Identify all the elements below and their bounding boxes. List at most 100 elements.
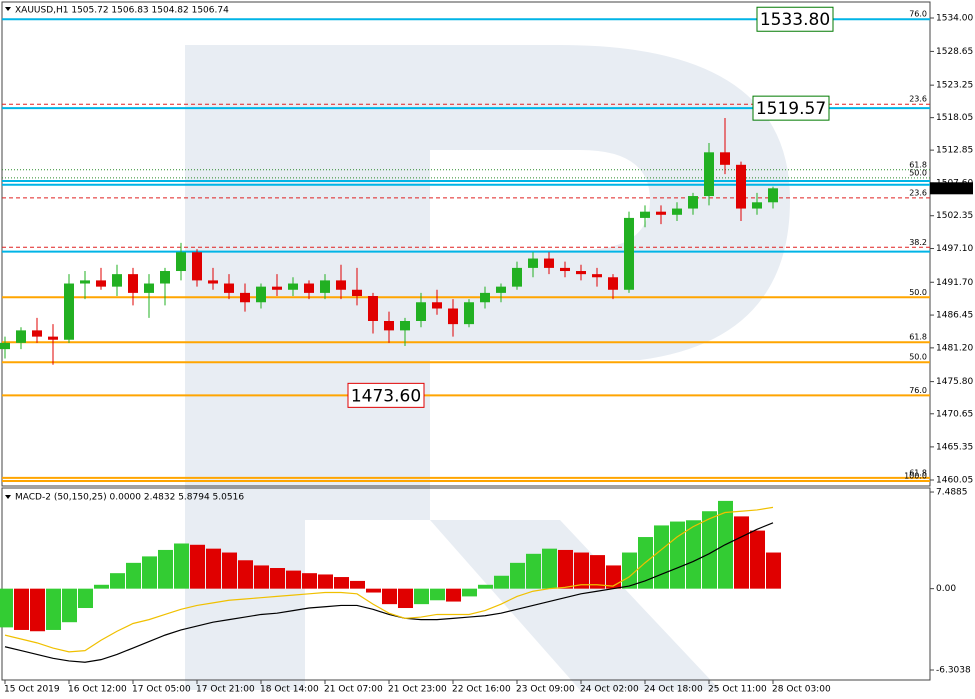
y-tick-label: 1528.65	[936, 47, 973, 57]
macd-bar	[574, 552, 589, 589]
candle-body	[336, 280, 346, 290]
fib-label: 61.8	[909, 160, 927, 169]
macd-bar	[478, 584, 493, 589]
y-tick-label: 1534.00	[936, 13, 973, 23]
candle-body	[352, 289, 362, 297]
macd-bar	[510, 562, 525, 589]
y-tick-label: 1470.65	[936, 409, 973, 419]
menu-arrow	[5, 7, 11, 11]
macd-bar	[702, 511, 717, 589]
macd-bar	[654, 525, 669, 589]
candle-body	[160, 271, 170, 284]
candle-body	[768, 188, 778, 203]
fib-label: 100.0	[904, 471, 927, 480]
x-tick-label: 24 Oct 02:00	[580, 685, 639, 695]
y-tick-label: 1512.85	[936, 146, 973, 156]
macd-bar	[318, 574, 333, 589]
macd-bar	[286, 570, 301, 589]
macd-bar	[542, 548, 557, 589]
candle-body	[640, 211, 650, 218]
candle-body	[96, 280, 106, 287]
fib-label: 50.0	[909, 288, 927, 297]
candle-body	[528, 258, 538, 268]
macd-bar	[446, 588, 461, 602]
candle-body	[592, 274, 602, 278]
candle-body	[272, 286, 282, 290]
macd-bar	[734, 516, 749, 589]
y-tick-label: 0.00	[936, 584, 956, 594]
macd-bar	[270, 568, 285, 589]
candle-body	[144, 283, 154, 293]
fib-label: 23.6	[909, 188, 927, 197]
x-tick-label: 21 Oct 07:00	[324, 685, 383, 695]
y-tick-label: 1481.20	[936, 343, 973, 353]
candle-body	[544, 258, 554, 268]
y-tick-label: 1465.35	[936, 442, 973, 452]
candle-body	[384, 321, 394, 331]
macd-bar	[14, 588, 29, 630]
y-tick-label: 1523.25	[936, 81, 973, 91]
y-tick-label: 1491.70	[936, 278, 973, 288]
macd-bar	[254, 565, 269, 589]
y-tick-label: -6.3038	[936, 666, 971, 676]
x-tick-label: 18 Oct 14:00	[260, 685, 319, 695]
macd-bar	[622, 552, 637, 589]
candle-body	[512, 267, 522, 287]
macd-bar	[222, 552, 237, 589]
candle-body	[240, 292, 250, 303]
chart-title: XAUUSD,H1 1505.72 1506.83 1504.82 1506.7…	[15, 6, 229, 16]
candle-body	[128, 274, 138, 293]
candle-body	[608, 277, 618, 290]
macd-bar	[30, 588, 45, 632]
macd-bar	[78, 588, 93, 609]
price-tag: 1473.60	[351, 386, 421, 406]
fib-label: 50.0	[909, 168, 927, 177]
candle-body	[752, 202, 762, 209]
candle-body	[288, 283, 298, 290]
indicator-title: MACD-2 (50,150,25) 0.0000 2.4832 5.8794 …	[15, 493, 244, 503]
candle-body	[256, 286, 266, 303]
candle-body	[464, 302, 474, 325]
macd-line	[4, 506, 774, 653]
macd-bar	[190, 544, 205, 589]
y-tick-label: 1502.35	[936, 211, 973, 221]
candle-body	[688, 196, 698, 209]
macd-bar	[0, 588, 13, 628]
candle-body	[304, 283, 314, 293]
macd-bar	[750, 530, 765, 589]
macd-frame	[1, 487, 931, 681]
candle-body	[208, 280, 218, 284]
price-tag-box	[347, 382, 425, 408]
candle-body	[416, 302, 426, 322]
y-tick-label: 1497.10	[936, 244, 973, 254]
macd-bar	[142, 556, 157, 589]
candle-body	[704, 152, 714, 197]
macd-bar	[670, 521, 685, 589]
fib-label: 23.6	[909, 95, 927, 104]
last-price: 1506.74	[933, 184, 970, 194]
fib-label: 50.0	[909, 353, 927, 362]
candle-body	[672, 208, 682, 215]
candle-body	[320, 280, 330, 293]
candle-body	[176, 252, 186, 272]
candle-body	[16, 330, 26, 343]
fib-label: 38.2	[909, 238, 927, 247]
candle-body	[224, 283, 234, 293]
y-tick-label: 1475.80	[936, 377, 973, 387]
macd-bar	[126, 562, 141, 589]
macd-bar	[94, 584, 109, 589]
candle-body	[368, 296, 378, 322]
candle-body	[496, 286, 506, 293]
x-tick-label: 24 Oct 18:00	[644, 685, 703, 695]
fib-label: 76.0	[909, 10, 927, 19]
macd-bar	[334, 577, 349, 589]
macd-bar	[526, 553, 541, 589]
menu-arrow	[5, 495, 11, 499]
y-tick-label: 1486.45	[936, 311, 973, 321]
macd-bar	[350, 580, 365, 589]
macd-bar	[302, 573, 317, 589]
candle-body	[560, 267, 570, 272]
macd-bar	[494, 575, 509, 589]
candle-body	[80, 280, 90, 284]
candle-body	[112, 274, 122, 287]
